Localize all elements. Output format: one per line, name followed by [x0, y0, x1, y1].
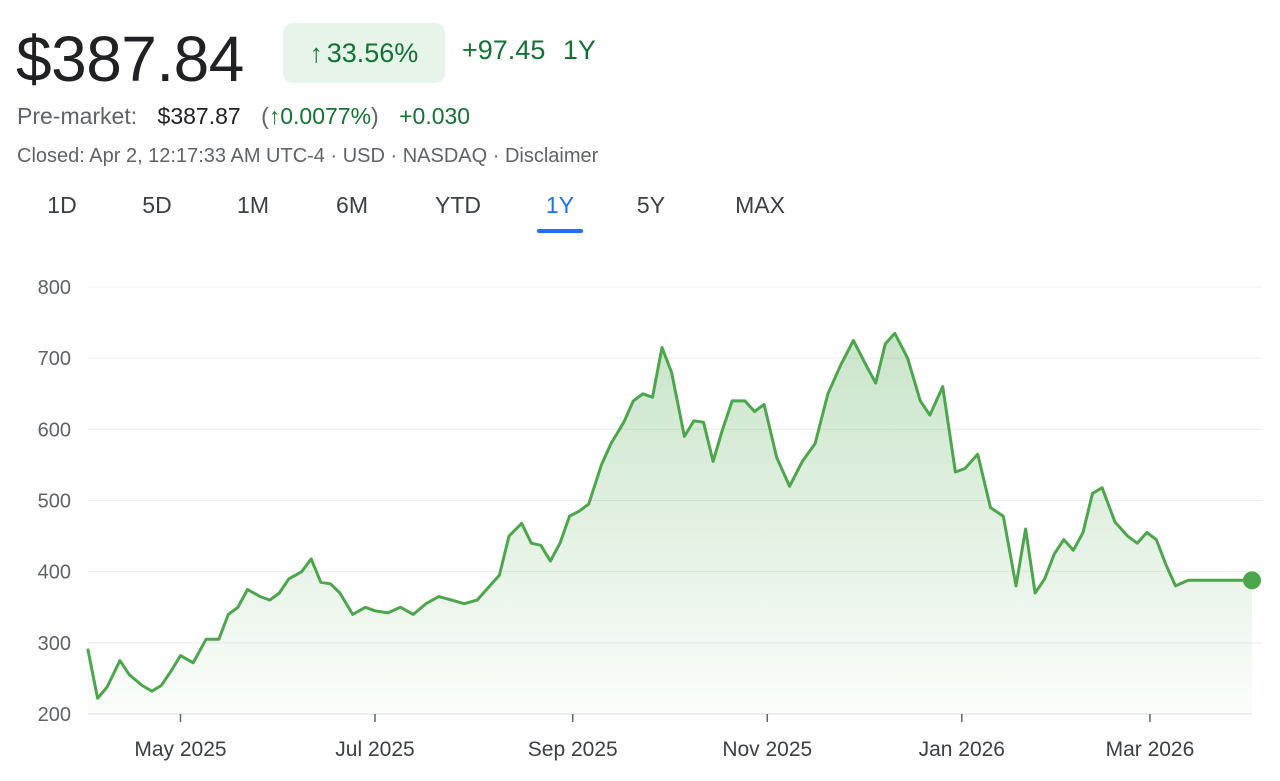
x-tick-label: Sep 2025: [528, 738, 618, 761]
x-axis-ticks: May 2025 Jul 2025 Sep 2025 Nov 2025 Jan 2026…: [134, 714, 1194, 761]
x-tick-label: Mar 2026: [1106, 738, 1195, 761]
arrow-up-icon: ↑: [309, 37, 323, 68]
price-area: [88, 333, 1252, 714]
current-price: $387.84: [16, 23, 244, 95]
tab-5d[interactable]: 5D: [142, 192, 172, 218]
y-tick-label: 700: [38, 348, 71, 370]
change-percent-badge: ↑ 33.56%: [283, 23, 445, 83]
last-price-dot: [1243, 571, 1261, 590]
market-status-meta: Closed: Apr 2, 12:17:33 AM UTC-4 · USD ·…: [17, 145, 599, 167]
change-period: 1Y: [562, 35, 596, 65]
x-tick-label: Jul 2025: [335, 738, 414, 761]
premarket-change-percent: ↑0.0077%: [269, 103, 371, 129]
tab-1y[interactable]: 1Y: [545, 192, 575, 218]
premarket-open-paren: (: [261, 103, 269, 129]
y-tick-label: 200: [38, 704, 71, 726]
change-summary: +97.45 1Y: [462, 35, 596, 66]
premarket-row: Pre-market: $387.87 (↑0.0077%) +0.030: [17, 103, 470, 130]
price-chart: 200 300 400 500 600 700 800 May 2025 Jul 2025 Se…: [38, 277, 1262, 761]
tab-6m[interactable]: 6M: [336, 192, 368, 218]
premarket-change-absolute: +0.030: [399, 103, 471, 129]
arrow-up-icon: ↑: [268, 103, 281, 129]
tab-5y[interactable]: 5Y: [636, 192, 666, 218]
x-tick-label: Jan 2026: [919, 738, 1005, 761]
premarket-label: Pre-market:: [17, 103, 138, 129]
change-percent: 33.56%: [326, 37, 419, 68]
price-line: [86, 331, 1254, 700]
y-tick-label: 800: [38, 277, 71, 299]
tab-ytd[interactable]: YTD: [435, 192, 481, 218]
y-tick-label: 400: [38, 562, 71, 584]
premarket-percent-value: 0.0077%: [280, 103, 372, 129]
change-absolute: +97.45: [462, 35, 546, 65]
x-tick-label: May 2025: [134, 738, 226, 761]
tab-1m[interactable]: 1M: [237, 192, 269, 218]
premarket-close-paren: ): [371, 103, 379, 129]
x-tick-label: Nov 2025: [722, 738, 812, 761]
premarket-price: $387.87: [157, 103, 241, 129]
active-tab-indicator: [537, 229, 583, 233]
y-tick-label: 500: [38, 491, 71, 513]
tab-max[interactable]: MAX: [735, 192, 785, 218]
tab-1d[interactable]: 1D: [47, 192, 77, 218]
y-tick-label: 600: [38, 419, 71, 441]
y-tick-label: 300: [38, 633, 71, 655]
y-axis-ticks: 200 300 400 500 600 700 800: [38, 277, 71, 726]
